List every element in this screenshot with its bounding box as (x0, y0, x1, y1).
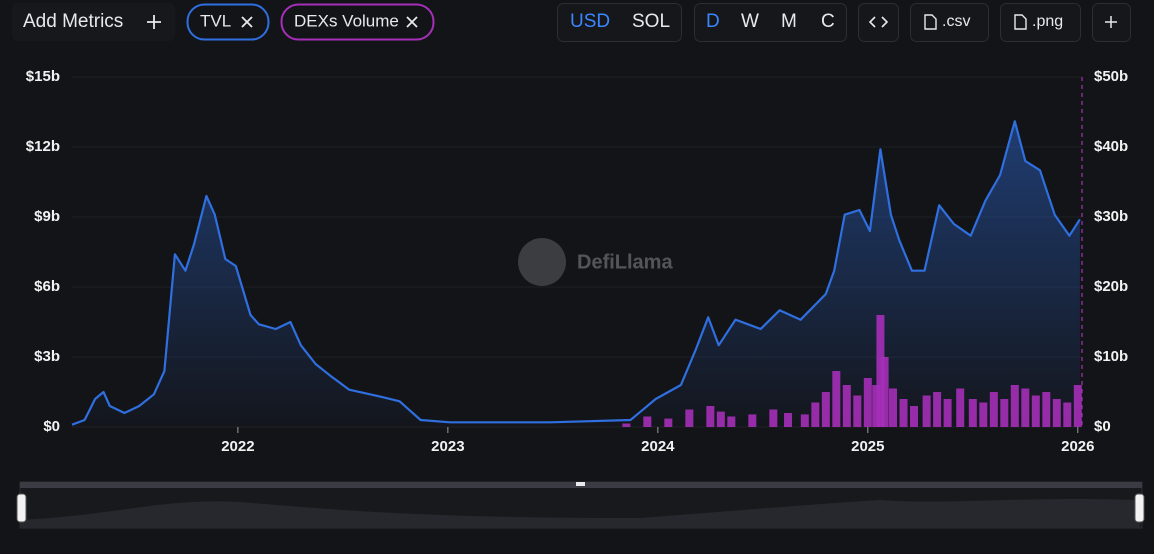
watermark-text: DefiLlama (577, 251, 673, 273)
y-tick-label: $15b (26, 68, 60, 85)
volume-bar (706, 406, 715, 427)
y2-tick-label: $20b (1094, 278, 1128, 295)
volume-bar (863, 378, 872, 427)
volume-bar (821, 392, 830, 427)
volume-bar (685, 409, 694, 427)
volume-bar (769, 409, 778, 427)
volume-bar (664, 418, 673, 427)
period-option[interactable]: M (781, 11, 797, 32)
x-tick-label: 2022 (221, 438, 254, 455)
legend-label: TVL (200, 11, 231, 30)
brush-handle[interactable] (16, 493, 27, 523)
y-tick-label: $0 (43, 418, 60, 435)
toolbar: Add Metrics TVL DEXs Volume USD SOL D W … (12, 3, 1131, 42)
y-tick-label: $9b (34, 208, 60, 225)
x-tick-label: 2026 (1061, 438, 1094, 455)
volume-bar (643, 416, 652, 427)
volume-bar (1063, 402, 1072, 427)
plus-icon (147, 15, 161, 29)
png-button[interactable] (1000, 3, 1081, 42)
volume-bar (876, 315, 885, 427)
volume-bar (622, 423, 631, 427)
volume-bar (800, 414, 809, 427)
embed-icon (868, 16, 889, 28)
volume-bar (832, 371, 841, 427)
remove-icon[interactable] (241, 16, 253, 28)
volume-bar (842, 385, 851, 427)
y2-tick-label: $50b (1094, 68, 1128, 85)
area-layer (72, 121, 1080, 428)
volume-bar (943, 399, 952, 427)
volume-bar (899, 399, 908, 427)
volume-bar (933, 392, 942, 427)
tvl-area (72, 121, 1080, 428)
volume-bar (853, 395, 862, 427)
volume-bar (811, 402, 820, 427)
period-group (694, 3, 847, 42)
y2-tick-label: $40b (1094, 138, 1128, 155)
x-tick-label: 2024 (641, 438, 675, 455)
remove-icon[interactable] (406, 16, 418, 28)
file-icon (924, 14, 937, 30)
tvl-line (71, 120, 1081, 426)
currency-option[interactable]: USD (570, 11, 610, 32)
y2-tick-label: $30b (1094, 208, 1128, 225)
file-icon (1014, 14, 1027, 30)
brush-grip (576, 482, 585, 486)
y2-tick-label: $10b (1094, 348, 1128, 365)
volume-bar (880, 357, 889, 427)
volume-bar (956, 388, 965, 427)
volume-bar (1010, 385, 1019, 427)
volume-bar (979, 402, 988, 427)
volume-bar (872, 385, 881, 427)
volume-bar (1000, 399, 1009, 427)
y2-tick-label: $0 (1094, 418, 1111, 435)
currency-group (557, 3, 682, 42)
x-tick-label: 2025 (851, 438, 884, 455)
bar-layer (622, 315, 1082, 427)
volume-bar (989, 392, 998, 427)
volume-bar (1052, 399, 1061, 427)
csv-label: .csv (942, 13, 970, 30)
csv-button[interactable] (910, 3, 989, 42)
range-brush[interactable] (16, 481, 1145, 529)
volume-bar (968, 399, 977, 427)
brush-preview (20, 498, 1140, 528)
y-tick-label: $6b (34, 278, 60, 295)
add-metrics-label: Add Metrics (23, 11, 123, 32)
volume-bar (1042, 392, 1051, 427)
volume-bar (922, 395, 931, 427)
volume-bar (1031, 395, 1040, 427)
volume-bar (748, 414, 757, 427)
volume-bar (716, 411, 725, 427)
volume-bar (784, 413, 793, 427)
plot-area: $0 $3b $6b $9b $12b $15b $0 $10b $20b $30b $40b $50… (26, 68, 1128, 455)
png-label: .png (1032, 13, 1063, 30)
plus-icon (1105, 16, 1117, 28)
x-tick-label: 2023 (431, 438, 464, 455)
currency-option[interactable]: SOL (632, 11, 670, 32)
legend-chip[interactable] (280, 3, 435, 41)
legend-label: DEXs Volume (294, 11, 399, 30)
volume-bar (727, 416, 736, 427)
brush-handle[interactable] (1134, 493, 1145, 523)
legend-chip[interactable] (186, 3, 270, 41)
embed-button[interactable] (858, 3, 899, 42)
watermark-logo (518, 238, 566, 286)
watermark: DefiLlama (518, 238, 673, 286)
volume-bar (1021, 388, 1030, 427)
y-tick-label: $3b (34, 348, 60, 365)
y-tick-label: $12b (26, 138, 60, 155)
add-metrics-button[interactable] (12, 3, 175, 41)
period-option[interactable]: D (706, 11, 720, 32)
line-layer (71, 120, 1081, 426)
volume-bar (910, 406, 919, 427)
volume-bar (889, 388, 898, 427)
period-option[interactable]: C (821, 11, 835, 32)
volume-bar (1073, 385, 1082, 427)
period-option[interactable]: W (741, 11, 759, 32)
